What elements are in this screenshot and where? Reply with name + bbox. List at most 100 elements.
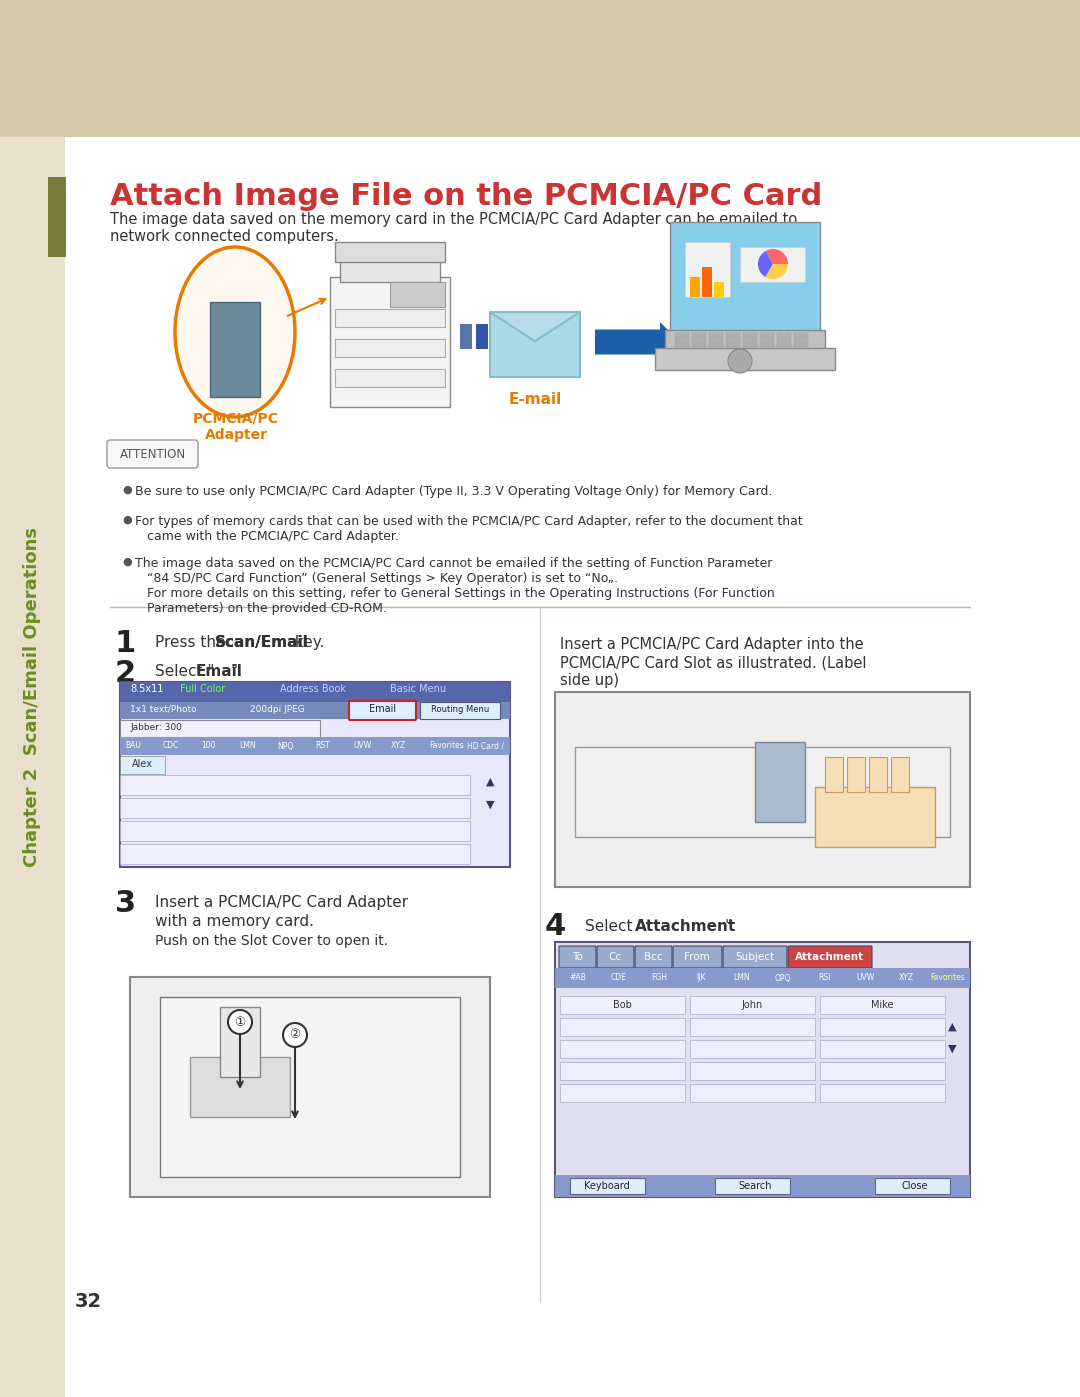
Bar [820,1062,945,1080]
Bar [335,339,445,358]
Bar [760,344,774,346]
Text: John: John [741,1000,762,1010]
Bar [120,682,510,703]
Bar [726,344,740,346]
Circle shape [283,1023,307,1046]
Text: XYZ: XYZ [391,742,406,750]
Bar [490,312,580,377]
Bar [675,344,689,346]
Bar [690,996,815,1014]
Text: FGH: FGH [651,974,667,982]
Bar [120,775,470,795]
FancyArrow shape [595,321,680,362]
Text: key.: key. [291,636,324,650]
Bar [120,798,470,819]
Text: The image data saved on the PCMCIA/PC Card cannot be emailed if the setting of F: The image data saved on the PCMCIA/PC Ca… [135,557,774,615]
Text: ●: ● [122,515,132,525]
Text: Attach Image File on the PCMCIA/PC Card: Attach Image File on the PCMCIA/PC Card [110,182,822,211]
FancyBboxPatch shape [107,440,198,468]
Bar [555,1175,970,1197]
Bar [190,1058,291,1118]
Bar [555,942,970,1197]
Bar [760,332,774,337]
Bar [760,338,774,342]
Text: Bob: Bob [612,1000,632,1010]
Text: Scan/Email: Scan/Email [215,636,309,650]
Bar [335,369,445,387]
Bar [0,0,1080,137]
Text: ATTENTION: ATTENTION [120,447,186,461]
Bar [120,844,470,863]
Text: LMN: LMN [733,974,751,982]
Bar [815,787,935,847]
Bar [708,344,723,346]
Text: Mike: Mike [870,1000,893,1010]
Bar [690,1062,815,1080]
FancyBboxPatch shape [635,946,672,968]
Text: Close: Close [902,1180,928,1192]
FancyBboxPatch shape [788,946,872,968]
Wedge shape [766,264,788,279]
Text: OPQ: OPQ [774,974,792,982]
Bar [120,738,510,754]
Bar [160,997,460,1178]
Text: RST: RST [315,742,329,750]
Bar [555,692,970,887]
Text: 100: 100 [201,742,216,750]
Text: Basic Menu: Basic Menu [390,685,446,694]
Text: Keyboard: Keyboard [584,1180,630,1192]
Bar [743,338,757,342]
Text: LMN: LMN [239,742,256,750]
Text: UVW: UVW [856,974,875,982]
Bar [692,332,706,337]
Bar [0,137,65,1397]
Bar [726,338,740,342]
Bar [726,332,740,337]
Text: 1x1 text/Photo: 1x1 text/Photo [130,704,197,714]
Text: 32: 32 [75,1292,103,1310]
Bar [675,338,689,342]
Text: Insert a PCMCIA/PC Card Adapter into the: Insert a PCMCIA/PC Card Adapter into the [561,637,864,652]
Text: 200dpi JPEG: 200dpi JPEG [249,704,305,714]
Text: Scan/Email: Scan/Email [215,636,309,650]
Text: CDC: CDC [163,742,179,750]
Bar [708,338,723,342]
Bar [555,968,970,988]
Bar [708,332,723,337]
Bar [743,332,757,337]
Bar [120,756,165,774]
Text: Alex: Alex [132,759,152,768]
Bar [675,332,689,337]
Wedge shape [758,251,773,277]
Ellipse shape [175,247,295,416]
Text: Push on the Slot Cover to open it.: Push on the Slot Cover to open it. [156,935,388,949]
Bar [891,757,909,792]
Text: Routing Menu: Routing Menu [431,704,489,714]
Bar [690,1084,815,1102]
Bar [654,348,835,370]
Text: ②: ② [289,1028,300,1042]
Text: Favorites: Favorites [429,742,463,750]
Bar [777,338,791,342]
Bar [340,251,440,282]
Text: CDE: CDE [610,974,626,982]
Text: side up): side up) [561,673,619,687]
Text: 2: 2 [114,659,136,687]
Bar [820,996,945,1014]
Text: ▼: ▼ [948,1044,956,1053]
Bar [561,996,685,1014]
Text: Favorites: Favorites [930,974,964,982]
Text: From: From [684,951,710,963]
Text: ▲: ▲ [486,777,495,787]
Bar [665,330,825,352]
Polygon shape [490,312,580,341]
Bar [120,821,470,841]
Text: 1: 1 [114,629,136,658]
Text: IJK: IJK [697,974,705,982]
Text: PCMCIA/PC Card Slot as illustrated. (Label: PCMCIA/PC Card Slot as illustrated. (Lab… [561,655,866,671]
Bar [794,332,808,337]
Bar [210,302,260,397]
Bar [820,1039,945,1058]
Bar [825,757,843,792]
Bar [794,344,808,346]
